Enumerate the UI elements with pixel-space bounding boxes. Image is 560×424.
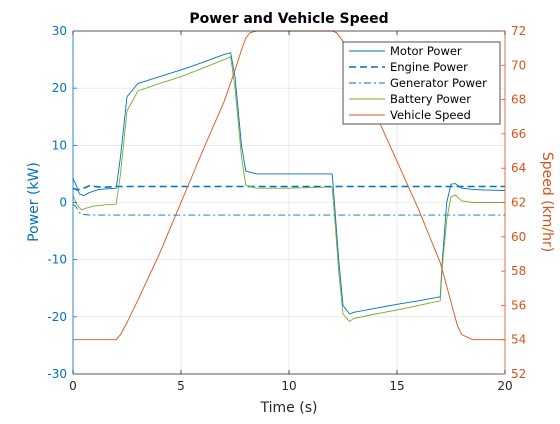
y-right-tick-label: 52 <box>511 367 526 381</box>
x-tick-label: 0 <box>69 379 77 393</box>
y-right-tick-label: 72 <box>511 24 526 38</box>
legend-label: Motor Power <box>390 44 462 58</box>
series-engine-power-line <box>72 184 505 191</box>
chart-title: Power and Vehicle Speed <box>189 11 388 27</box>
y-left-tick-label: 30 <box>52 24 67 38</box>
y-right-tick-label: 56 <box>511 298 526 312</box>
y-right-tick-label: 68 <box>511 93 526 107</box>
y-right-tick-label: 64 <box>511 161 526 175</box>
legend: Motor Power Engine Power Generator Power Ba… <box>342 41 501 125</box>
y-axis-right-label: Speed (km/hr) <box>539 152 555 252</box>
y-right-tick-label: 62 <box>511 196 526 210</box>
y-left-tick-label: -10 <box>47 253 67 267</box>
axes: 0 5 10 15 20 -30 -20 -10 0 10 20 30 52 54 56 58 60 62 64 66… <box>47 24 526 393</box>
y-left-tick-label: 10 <box>52 138 67 152</box>
legend-label: Battery Power <box>390 92 471 106</box>
plot-series <box>72 30 506 341</box>
x-tick-label: 15 <box>389 379 404 393</box>
y-right-tick-label: 66 <box>511 127 526 141</box>
y-axis-left-label: Power (kW) <box>26 162 42 242</box>
x-axis-label: Time (s) <box>260 400 318 416</box>
y-left-tick-label: 0 <box>59 196 67 210</box>
legend-label: Generator Power <box>390 76 487 90</box>
y-right-tick-label: 58 <box>511 264 526 278</box>
y-right-tick-label: 54 <box>511 333 526 347</box>
y-left-tick-label: -30 <box>47 367 67 381</box>
legend-label: Vehicle Speed <box>390 108 471 122</box>
y-right-tick-label: 60 <box>511 230 526 244</box>
series-motor-power-line <box>72 52 506 315</box>
y-right-tick-label: 70 <box>511 58 526 72</box>
y-left-tick-label: -20 <box>47 310 67 324</box>
series-generator-power-line <box>72 203 505 216</box>
series-battery-power-line <box>72 56 505 322</box>
x-tick-label: 5 <box>177 379 185 393</box>
x-tick-label: 10 <box>281 379 296 393</box>
legend-label: Engine Power <box>390 60 468 74</box>
x-tick-label: 20 <box>497 379 512 393</box>
y-left-tick-label: 20 <box>52 81 67 95</box>
